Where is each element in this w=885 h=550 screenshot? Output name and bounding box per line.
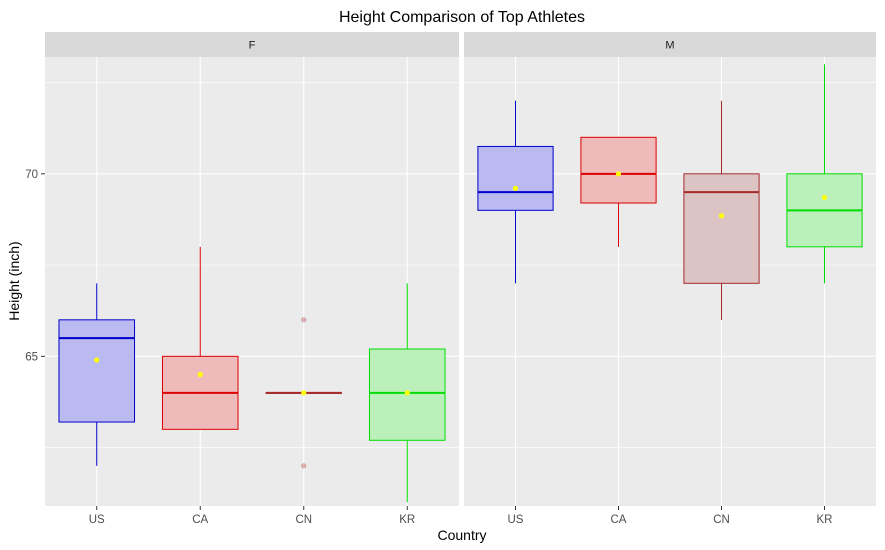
box-body	[580, 136, 657, 204]
panel-background	[464, 57, 876, 506]
y-tick-label: 70	[25, 169, 38, 181]
facet-panel-F: F US CA CN KR	[45, 32, 459, 526]
mean-point	[615, 171, 622, 177]
x-tick-label: CA	[192, 514, 208, 526]
outlier-point	[301, 463, 307, 469]
x-tick-label: US	[508, 514, 524, 526]
mean-point	[94, 357, 100, 363]
x-tick-label: US	[89, 514, 105, 526]
box-F-US	[58, 283, 136, 466]
mean-point	[301, 390, 307, 396]
facet-strip-label: F	[249, 40, 256, 52]
box-M-CN	[683, 100, 760, 320]
box-body	[477, 145, 554, 211]
y-axis: 65 70	[25, 169, 45, 363]
box-M-US	[477, 100, 554, 284]
box-F-KR	[368, 283, 446, 503]
box-body	[368, 348, 446, 441]
y-axis-title: Height (inch)	[6, 241, 22, 320]
facet-strip-label: M	[665, 40, 674, 52]
mean-point	[718, 213, 725, 219]
box-body	[58, 319, 136, 423]
box-M-KR	[786, 64, 863, 284]
mean-point	[404, 390, 410, 396]
chart-title: Height Comparison of Top Athletes	[339, 9, 585, 26]
x-axis-title: Country	[437, 527, 486, 543]
box-F-CN	[265, 317, 343, 469]
box-body	[683, 173, 760, 284]
mean-point	[512, 185, 519, 192]
mean-point	[197, 371, 203, 378]
x-tick-label: CN	[295, 514, 312, 526]
y-tick-label: 65	[25, 351, 38, 363]
mean-point	[821, 194, 828, 201]
x-tick-label: KR	[817, 514, 833, 526]
facet-strip	[464, 32, 876, 57]
facet-panel-M: M US CA CN KR	[464, 32, 876, 526]
x-tick-label: KR	[399, 514, 415, 526]
facet-panels: F US CA CN KR M US CA CN KR	[45, 32, 876, 526]
x-tick-label: CN	[713, 514, 730, 526]
box-M-CA	[580, 136, 657, 247]
facet-strip	[45, 32, 459, 57]
box-F-CA	[161, 246, 239, 430]
x-tick-label: CA	[611, 514, 627, 526]
outlier-point	[301, 317, 307, 323]
